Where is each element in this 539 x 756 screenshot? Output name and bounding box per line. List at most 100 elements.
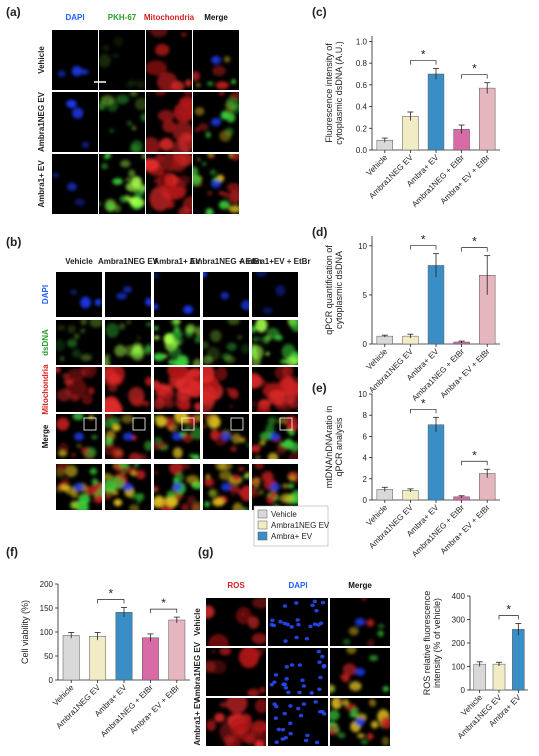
panel-label: (f) — [6, 545, 18, 559]
stain — [101, 163, 109, 170]
stain — [168, 185, 187, 199]
stain — [252, 325, 257, 333]
x-tick-label: Ambra+ EV + EtBr — [128, 683, 181, 736]
micrograph — [154, 414, 200, 459]
stain — [154, 303, 159, 310]
nucleus — [273, 716, 279, 720]
x-tick-label: Ambra+ EV + EtBr — [439, 503, 492, 556]
stain — [72, 107, 84, 119]
micrograph — [330, 598, 390, 646]
stain — [56, 485, 64, 493]
stain — [136, 498, 141, 504]
nucleus — [296, 706, 301, 711]
stain — [219, 470, 233, 481]
stain — [227, 388, 238, 398]
stain — [366, 619, 375, 627]
stain — [369, 699, 377, 707]
stain — [81, 368, 91, 375]
row-header: dsDNA — [41, 329, 50, 356]
row-header: Mitochondria — [41, 364, 50, 415]
column-header: DAPI — [288, 581, 307, 590]
stain — [266, 494, 276, 505]
micrograph-content — [193, 154, 239, 214]
micrograph — [203, 272, 249, 317]
stain — [220, 110, 230, 120]
stain — [370, 720, 379, 729]
micrograph — [206, 698, 266, 746]
significance-bracket — [410, 245, 437, 250]
x-tick-label: Vehicle — [365, 347, 390, 372]
micrograph-content — [146, 30, 192, 90]
y-tick-label: 0.6 — [356, 81, 368, 90]
column-header: Merge — [348, 581, 372, 590]
x-tick-label: Ambra1NEG EV — [367, 153, 415, 201]
micrograph-content — [206, 648, 266, 696]
nucleus — [288, 721, 293, 726]
zoom-box — [83, 417, 97, 431]
stain — [134, 97, 145, 111]
stain — [228, 205, 239, 214]
stain — [252, 372, 262, 389]
stain — [280, 441, 288, 448]
nucleus — [314, 740, 320, 745]
stain — [127, 320, 132, 324]
stain — [59, 356, 65, 362]
y-tick-label: 4 — [363, 454, 368, 463]
nucleus — [288, 704, 293, 708]
bar — [479, 87, 496, 151]
nucleus — [317, 687, 322, 692]
nucleus — [301, 684, 307, 688]
micrograph-content — [203, 367, 239, 412]
zoom-box — [181, 417, 195, 431]
micrograph — [105, 320, 151, 365]
y-axis-label: Fluorescence intensity of — [324, 43, 334, 143]
micrograph-content — [252, 367, 298, 412]
stain — [173, 326, 181, 333]
stain — [337, 698, 344, 705]
stain — [105, 367, 118, 386]
significance-bracket — [410, 408, 437, 414]
stain — [80, 296, 91, 309]
stain — [209, 169, 217, 176]
stain — [193, 166, 199, 178]
stain — [105, 414, 114, 420]
micrograph — [203, 367, 249, 412]
micrograph — [252, 367, 298, 412]
significance-label: * — [161, 596, 166, 610]
stain — [203, 367, 215, 384]
row-header: Ambra1+ EV — [37, 160, 46, 208]
y-tick-label: 1.0 — [356, 37, 368, 46]
stain — [154, 485, 160, 492]
bar — [427, 265, 445, 345]
stain — [342, 698, 350, 706]
stain — [66, 99, 77, 108]
stain — [154, 436, 163, 444]
legend-label: Ambra+ EV — [271, 532, 313, 541]
stain — [203, 414, 212, 420]
nucleus — [294, 601, 299, 605]
stain — [130, 470, 137, 477]
micrograph-content — [255, 272, 286, 314]
stain — [154, 92, 167, 96]
stain — [219, 92, 225, 96]
stain — [126, 120, 133, 126]
panel-label: (d) — [312, 225, 327, 239]
stain — [87, 386, 95, 395]
stain — [91, 435, 98, 440]
nucleus — [286, 690, 291, 695]
micrograph — [203, 414, 249, 459]
micrograph-content — [206, 698, 266, 746]
stain — [155, 384, 174, 400]
micrograph — [206, 648, 266, 696]
stain — [162, 119, 176, 133]
stain — [189, 453, 195, 458]
column-header: ROS — [227, 581, 245, 590]
stain — [262, 307, 273, 314]
micrograph — [99, 154, 145, 214]
stain — [119, 322, 126, 330]
micrograph — [146, 30, 192, 90]
stain — [207, 634, 229, 646]
stain — [123, 286, 133, 293]
micrograph — [154, 272, 200, 317]
stain — [159, 137, 174, 151]
